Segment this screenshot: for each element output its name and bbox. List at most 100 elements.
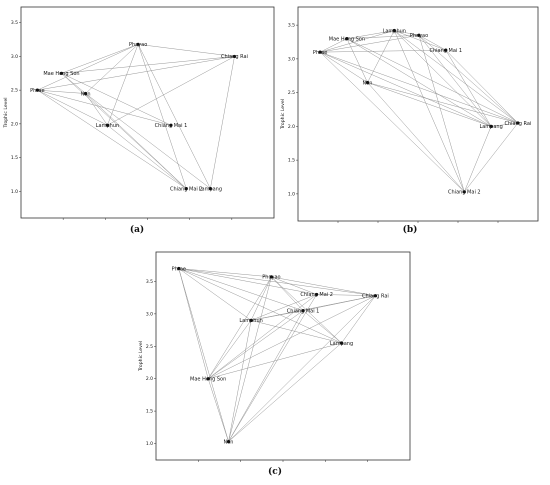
node-lamphun bbox=[392, 28, 396, 33]
node-label-chiang-mai-1: Chiang Mai 1 bbox=[287, 308, 320, 314]
edge-phayao-lampang bbox=[418, 35, 492, 127]
node-phrae bbox=[177, 266, 181, 271]
edge-lampang-chiang-mai-2 bbox=[464, 126, 492, 192]
edge-phayao-nan bbox=[228, 276, 272, 442]
panel-caption: (a) bbox=[130, 224, 144, 235]
node-label-chiang-mai-1: Chiang Mai 1 bbox=[429, 48, 462, 54]
node-label-phayao: Phayao bbox=[410, 33, 428, 39]
edge-phrae-lamphun bbox=[320, 30, 395, 53]
node-chiang-rai bbox=[232, 54, 237, 59]
node-phayao bbox=[417, 33, 421, 37]
edge-mae-hong-son-chiang-mai-2 bbox=[61, 73, 187, 189]
edge-lampang-chiang-rai bbox=[491, 122, 518, 127]
edge-phayao-chiang-mai-2 bbox=[418, 35, 465, 192]
node-phayao bbox=[136, 42, 140, 46]
node-label-chiang-rai: Chiang Rai bbox=[221, 54, 248, 60]
edge-mae-hong-son-chiang-mai-1 bbox=[61, 73, 172, 126]
edge-phayao-chiang-mai-1 bbox=[271, 276, 304, 311]
edge-nan-chiang-mai-2 bbox=[85, 93, 187, 189]
edge-phayao-nan bbox=[85, 44, 139, 94]
edge-phrae-chiang-mai-1 bbox=[178, 268, 304, 311]
node-label-chiang-mai-2: Chiang Mai 2 bbox=[300, 292, 333, 298]
edge-chiang-mai-2-lamphun bbox=[251, 294, 317, 321]
node-label-phrae: Phrae bbox=[172, 266, 186, 272]
node-label-mae-hong-son: Mae Hong Son bbox=[190, 376, 226, 382]
edge-phrae-phayao bbox=[178, 268, 272, 278]
edge-phrae-lamphun bbox=[178, 268, 252, 321]
node-chiang-mai-1 bbox=[444, 48, 448, 52]
panel-a: 1.0 1.5 2.0 2.5 3.0 3.5 Trophic Level Phayao Chi… bbox=[3, 6, 275, 235]
node-chiang-mai-1 bbox=[169, 123, 173, 127]
node-label-phayao: Phayao bbox=[129, 42, 147, 48]
node-label-lampang: Lampang bbox=[330, 341, 353, 347]
node-nan bbox=[226, 439, 231, 444]
node-chiang-mai-2 bbox=[462, 190, 466, 194]
edge-phrae-nan bbox=[178, 268, 229, 442]
edge-chiang-rai-nan bbox=[228, 295, 376, 442]
edge-chiang-rai-mae-hong-son bbox=[61, 56, 235, 74]
edge-chiang-mai-1-lamphun bbox=[251, 310, 304, 321]
edge-phayao-chiang-mai-1 bbox=[418, 35, 446, 51]
node-mae-hong-son bbox=[345, 37, 349, 41]
edge-mae-hong-son-lampang bbox=[346, 38, 492, 127]
edge-phayao-lamphun bbox=[107, 44, 139, 126]
edge-chiang-rai-phrae bbox=[37, 56, 235, 91]
edge-chiang-rai-mae-hong-son bbox=[208, 295, 376, 379]
edge-phrae-mae-hong-son bbox=[178, 268, 209, 379]
node-phayao bbox=[269, 275, 274, 279]
edge-chiang-mai-1-mae-hong-son bbox=[208, 310, 304, 379]
y-tick-label: 3.5 bbox=[11, 20, 18, 26]
edge-lamphun-mae-hong-son bbox=[207, 320, 252, 379]
edge-lamphun-chiang-mai-1 bbox=[394, 30, 446, 51]
edge-nan-lamphun bbox=[85, 93, 108, 126]
edge-phrae-chiang-mai-1 bbox=[320, 49, 446, 53]
node-label-nan: Nan bbox=[224, 439, 234, 445]
edge-nan-chiang-mai-2 bbox=[367, 82, 465, 192]
edge-phayao-mae-hong-son bbox=[61, 44, 139, 74]
edge-chiang-mai-2-chiang-rai bbox=[316, 294, 376, 296]
node-label-chiang-mai-2: Chiang Mai 2 bbox=[170, 186, 203, 192]
edge-phayao-chiang-mai-2 bbox=[271, 276, 317, 295]
edge-phayao-mae-hong-son bbox=[207, 276, 272, 379]
y-tick-label: 3.5 bbox=[288, 23, 295, 29]
node-label-lampang: Lampang bbox=[479, 124, 502, 130]
y-tick-label: 3.0 bbox=[146, 311, 153, 317]
node-chiang-rai bbox=[373, 294, 377, 298]
edge-mae-hong-son-nan bbox=[207, 378, 229, 442]
edge-phrae-chiang-mai-2 bbox=[319, 51, 465, 193]
node-lampang bbox=[339, 341, 344, 345]
panel-b: 1.0 1.5 2.0 2.5 3.0 3.5 Trophic Level Lamphun Ph… bbox=[280, 6, 539, 235]
node-label-chiang-rai: Chiang Rai bbox=[504, 121, 531, 127]
edge-lamphun-nan bbox=[367, 30, 395, 83]
y-tick-label: 3.5 bbox=[146, 279, 153, 285]
edge-nan-lampang bbox=[85, 93, 211, 189]
node-phrae bbox=[35, 88, 39, 92]
panel-caption: (c) bbox=[268, 466, 282, 477]
node-label-nan: Nan bbox=[81, 91, 91, 97]
edge-phrae-lampang bbox=[178, 268, 342, 344]
y-tick-label: 3.0 bbox=[288, 56, 295, 62]
plot-frame bbox=[297, 6, 539, 222]
y-axis-label: Trophic Level bbox=[280, 99, 286, 130]
edge-lampang-nan bbox=[228, 342, 342, 442]
edge-nan-chiang-rai bbox=[367, 82, 518, 124]
y-axis-label: Trophic Level bbox=[3, 98, 9, 129]
y-tick-label: 2.0 bbox=[288, 124, 295, 130]
node-lamphun bbox=[249, 318, 253, 322]
edge-lamphun-lampang bbox=[251, 320, 342, 344]
node-chiang-rai bbox=[516, 121, 520, 125]
edge-phayao-chiang-rai bbox=[138, 44, 235, 57]
node-nan bbox=[83, 91, 88, 96]
y-tick-label: 1.0 bbox=[146, 441, 153, 447]
node-label-nan: Nan bbox=[363, 80, 373, 86]
edge-phrae-chiang-mai-2 bbox=[37, 89, 187, 189]
edge-chiang-mai-1-chiang-rai bbox=[445, 49, 519, 124]
edge-chiang-rai-lamphun bbox=[107, 56, 235, 126]
node-lamphun bbox=[105, 123, 110, 127]
node-phrae bbox=[318, 50, 322, 54]
node-label-lampang: Lampang bbox=[199, 186, 222, 192]
edge-lamphun-chiang-mai-2 bbox=[107, 125, 187, 189]
edge-lamphun-lampang bbox=[394, 30, 492, 127]
y-tick-label: 2.5 bbox=[11, 88, 18, 94]
node-label-mae-hong-son: Mae Hong Son bbox=[329, 36, 365, 42]
